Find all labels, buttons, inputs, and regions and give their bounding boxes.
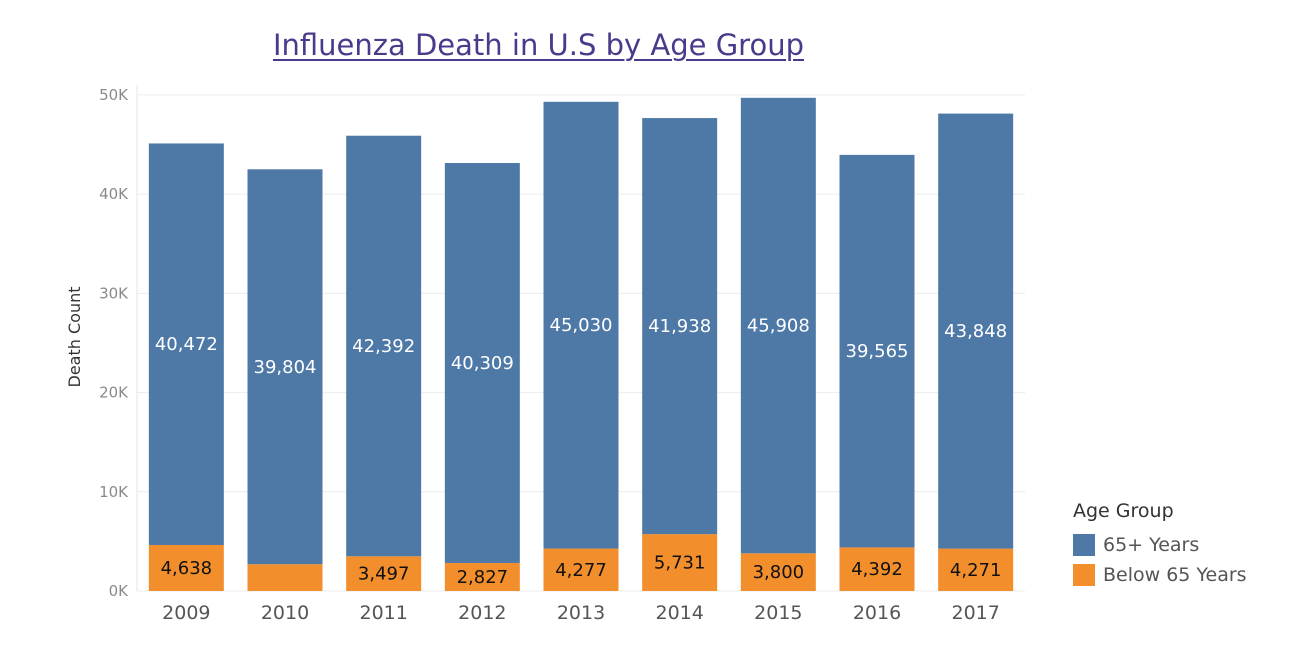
data-label: 4,277 [555,560,607,581]
bar-65-plus-2009[interactable] [148,143,224,545]
y-tick-label: 20K [99,384,129,402]
legend-swatch-below-65 [1073,564,1095,586]
y-tick-label: 50K [99,86,129,104]
bar-65-plus-2014[interactable] [642,118,718,535]
bar-below-65-2010[interactable] [247,564,323,591]
y-tick-label: 10K [99,483,129,501]
x-tick-label: 2010 [261,602,309,624]
data-label: 39,565 [846,341,909,362]
x-axis-ticks: 2009 2010 2011 2012 2013 2014 2015 2016 2017 [162,602,1000,624]
data-label: 3,497 [358,564,410,585]
bar-below-65-2015[interactable] [740,553,816,591]
data-label: 40,472 [155,334,218,355]
bar-65-plus-2010[interactable] [247,169,323,565]
data-label: 45,908 [747,316,810,337]
bar-below-65-2011[interactable] [346,556,422,591]
legend-label-below-65: Below 65 Years [1103,564,1247,586]
data-labels: 4,638 40,472 39,804 3,497 42,392 2,827 40,309 4… [155,315,1007,588]
x-tick-label: 2013 [557,602,605,624]
x-tick-label: 2016 [853,602,901,624]
bar-below-65-2013[interactable] [543,548,619,591]
data-label: 39,804 [254,357,317,378]
data-label: 4,392 [851,559,903,580]
bar-65-plus-2016[interactable] [839,154,915,548]
data-label: 4,638 [161,558,213,579]
data-label: 3,800 [753,562,805,583]
bar-below-65-2009[interactable] [148,544,224,591]
data-label: 40,309 [451,353,514,374]
chart-title: Influenza Death in U.S by Age Group [272,28,805,62]
legend-item-65-plus[interactable]: 65+ Years [1073,530,1247,560]
bar-below-65-2017[interactable] [938,548,1014,591]
y-axis-title: Death Count [65,287,84,388]
data-label: 42,392 [352,336,415,357]
bar-below-65-2016[interactable] [839,547,915,591]
data-label: 41,938 [648,316,711,337]
legend-label-65-plus: 65+ Years [1103,534,1200,556]
y-tick-label: 30K [99,284,129,302]
bar-65-plus-2015[interactable] [740,97,816,554]
x-tick-label: 2014 [655,602,703,624]
bar-65-plus-2012[interactable] [444,163,520,563]
x-tick-label: 2017 [951,602,999,624]
data-label: 5,731 [654,553,706,574]
bar-65-plus-2013[interactable] [543,101,619,549]
y-axis-ticks: 0K 10K 20K 30K 40K 50K [99,86,129,600]
legend: Age Group 65+ Years Below 65 Years [1073,500,1247,590]
x-tick-label: 2012 [458,602,506,624]
legend-title: Age Group [1073,500,1174,522]
bar-below-65-2012[interactable] [444,562,520,591]
data-label: 45,030 [550,315,613,336]
data-label: 2,827 [457,567,509,588]
y-tick-label: 40K [99,185,129,203]
x-tick-label: 2009 [162,602,210,624]
data-label: 43,848 [944,321,1007,342]
y-tick-label: 0K [109,582,130,600]
bar-below-65-2014[interactable] [642,534,718,591]
legend-item-below-65[interactable]: Below 65 Years [1073,560,1247,590]
bar-65-plus-2017[interactable] [938,113,1014,549]
legend-swatch-65-plus [1073,534,1095,556]
bar-65-plus-2011[interactable] [346,135,422,557]
bars [148,97,1014,591]
x-tick-label: 2015 [754,602,802,624]
x-tick-label: 2011 [359,602,407,624]
data-label: 4,271 [950,560,1002,581]
